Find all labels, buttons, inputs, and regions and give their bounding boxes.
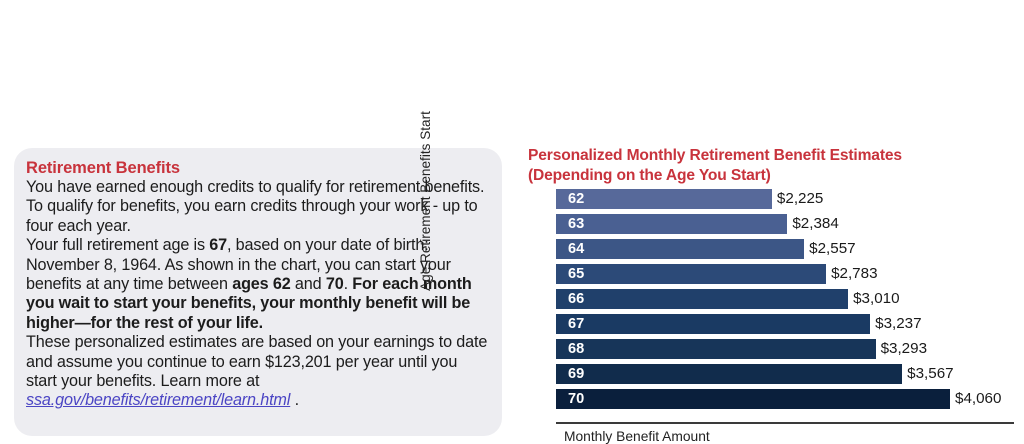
chart-plot-area: Age Retirement Benefits Start 62 $2,225 63…: [418, 111, 1018, 424]
bar-row: 63 $2,384: [556, 214, 1018, 234]
bar-category-label: 66: [568, 291, 585, 307]
bar-row: 65 $2,783: [556, 264, 1018, 284]
bar-category-label: 70: [568, 391, 585, 407]
paragraph-estimates: These personalized estimates are based o…: [26, 333, 490, 411]
bar-value-label: $4,060: [955, 390, 1002, 407]
bar-row: 68 $3,293: [556, 339, 1018, 359]
retirement-benefits-panel: Retirement Benefits You have earned enou…: [14, 148, 502, 436]
bar-value-label: $2,783: [831, 265, 878, 282]
fra-age-value: 67: [209, 236, 227, 255]
fra-text-lead: Your full retirement age is: [26, 236, 210, 255]
bar-69: 69: [556, 364, 903, 384]
bar-series: 62 $2,225 63 $2,384 64 $2,557 65 $2,783 66 $3,010…: [556, 189, 1018, 424]
bar-63: 63: [556, 214, 788, 234]
learn-more-link[interactable]: ssa.gov/benefits/retirement/learn.html: [26, 391, 291, 410]
paragraph-credits-text: You have earned enough credits to qualif…: [26, 178, 485, 235]
fra-min-age: ages 62: [232, 275, 291, 294]
estimates-text-tail: .: [290, 391, 300, 410]
bar-value-label: $2,225: [776, 190, 824, 207]
benefit-estimates-chart: Personalized Monthly Retirement Benefit …: [418, 111, 1018, 444]
bar-category-label: 62: [568, 191, 585, 207]
bar-value-label: $3,237: [875, 315, 922, 332]
bar-64: 64: [556, 239, 805, 259]
y-axis-label: Age Retirement Benefits Start: [418, 111, 433, 291]
bar-66: 66: [556, 289, 849, 309]
bar-value-label: $2,384: [792, 215, 839, 232]
bar-value-label: $3,567: [907, 365, 954, 382]
bar-value-label: $3,293: [880, 340, 928, 357]
fra-text-period: .: [343, 275, 353, 294]
bar-row: 69 $3,567: [556, 364, 1018, 384]
bar-62: 62: [556, 189, 772, 209]
bar-row: 67 $3,237: [556, 314, 1018, 334]
bar-68: 68: [556, 339, 876, 359]
fra-emphasis-note: For each month you wait to start your be…: [26, 275, 472, 332]
bar-value-label: $2,557: [809, 240, 856, 257]
bar-category-label: 65: [568, 266, 585, 282]
bar-category-label: 67: [568, 316, 585, 332]
bar-row: 70 $4,060: [556, 389, 1018, 409]
x-axis-label: Monthly Benefit Amount: [564, 429, 710, 444]
bar-67: 67: [556, 314, 871, 334]
bar-row: 66 $3,010: [556, 289, 1018, 309]
fra-max-age: 70: [325, 275, 344, 294]
fra-text-and: and: [290, 275, 326, 294]
estimates-text: These personalized estimates are based o…: [26, 333, 488, 391]
bar-row: 64 $2,557: [556, 239, 1018, 259]
x-axis-line: [556, 422, 1014, 424]
bar-category-label: 68: [568, 341, 585, 357]
chart-title: Personalized Monthly Retirement Benefit …: [528, 147, 902, 184]
bar-70: 70: [556, 389, 950, 409]
bar-category-label: 63: [568, 216, 585, 232]
bar-row: 62 $2,225: [556, 189, 1018, 209]
fra-text-mid: , based on your date of birth: November …: [26, 236, 451, 294]
bar-value-label: $3,010: [853, 290, 900, 307]
page-title: Retirement Benefits: [26, 159, 180, 177]
bar-65: 65: [556, 264, 827, 284]
bar-category-label: 69: [568, 366, 585, 382]
paragraph-full-retirement-age: Your full retirement age is 67, based on…: [26, 236, 490, 333]
bar-category-label: 64: [568, 241, 585, 257]
paragraph-credits: You have earned enough credits to qualif…: [26, 178, 490, 236]
